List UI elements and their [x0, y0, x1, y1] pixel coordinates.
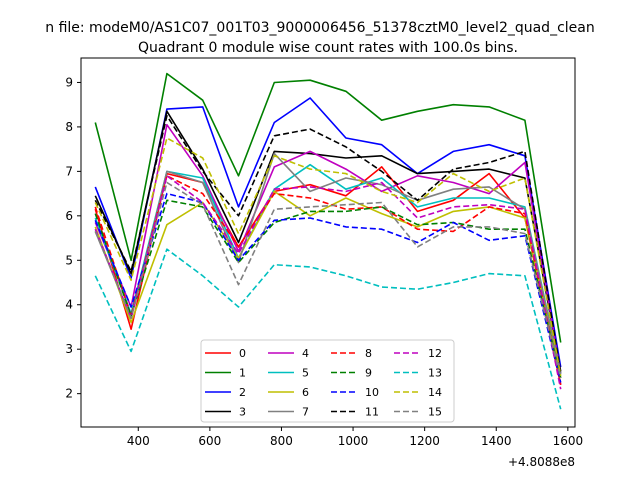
y-tick-label: 7	[65, 164, 73, 178]
legend-label-9: 9	[365, 367, 372, 380]
series-line-4	[94, 123, 562, 374]
series-line-8	[94, 175, 562, 385]
chart-title: Quadrant 0 module wise count rates with …	[138, 40, 518, 56]
series-line-2	[94, 97, 562, 368]
legend-box	[200, 339, 455, 423]
x-tick-label: 1200	[409, 434, 440, 448]
x-offset-label: +4.8088e8	[508, 455, 575, 469]
y-axis: 2 3 4 5 6 7 8 9	[65, 75, 81, 401]
legend-label-6: 6	[302, 386, 309, 399]
y-tick-label: 4	[65, 298, 73, 312]
x-tick-label: 400	[127, 434, 150, 448]
y-tick-label: 9	[65, 75, 73, 89]
x-tick-label: 1000	[338, 434, 369, 448]
series-line-9	[94, 199, 562, 379]
legend-label-7: 7	[302, 406, 309, 419]
series-line-6	[94, 190, 562, 379]
legend-label-3: 3	[239, 406, 246, 419]
y-tick-label: 8	[65, 120, 73, 134]
legend-label-0: 0	[239, 347, 246, 360]
legend-label-14: 14	[428, 386, 442, 399]
legend-label-12: 12	[428, 347, 442, 360]
legend-label-2: 2	[239, 386, 246, 399]
series-line-7	[94, 152, 562, 374]
legend-label-4: 4	[302, 347, 309, 360]
y-tick-label: 5	[65, 253, 73, 267]
legend-label-1: 1	[239, 367, 246, 380]
legend-label-11: 11	[365, 406, 379, 419]
legend-label-15: 15	[428, 406, 442, 419]
series-line-12	[94, 175, 562, 390]
y-tick-label: 2	[65, 387, 73, 401]
series-line-3	[94, 110, 562, 372]
series-line-0	[94, 166, 562, 385]
figure-suptitle: n file: modeM0/AS1C07_001T03_9000006456_…	[45, 20, 594, 36]
legend-label-8: 8	[365, 347, 372, 360]
x-axis: 400 600 800 1000 1200 1400 1600	[127, 427, 583, 448]
x-tick-label: 600	[198, 434, 221, 448]
plot-lines	[94, 72, 562, 410]
x-tick-label: 800	[270, 434, 293, 448]
legend-label-5: 5	[302, 367, 309, 380]
x-tick-label: 1400	[481, 434, 512, 448]
plot-frame	[80, 57, 576, 428]
series-line-14	[94, 137, 562, 377]
y-tick-label: 3	[65, 342, 73, 356]
series-line-10	[94, 192, 562, 383]
legend-label-13: 13	[428, 367, 442, 380]
x-tick-label: 1600	[553, 434, 584, 448]
series-line-13	[94, 248, 562, 410]
y-tick-label: 6	[65, 209, 73, 223]
legend-label-10: 10	[365, 386, 379, 399]
series-line-11	[94, 115, 562, 374]
series-line-1	[94, 72, 562, 343]
